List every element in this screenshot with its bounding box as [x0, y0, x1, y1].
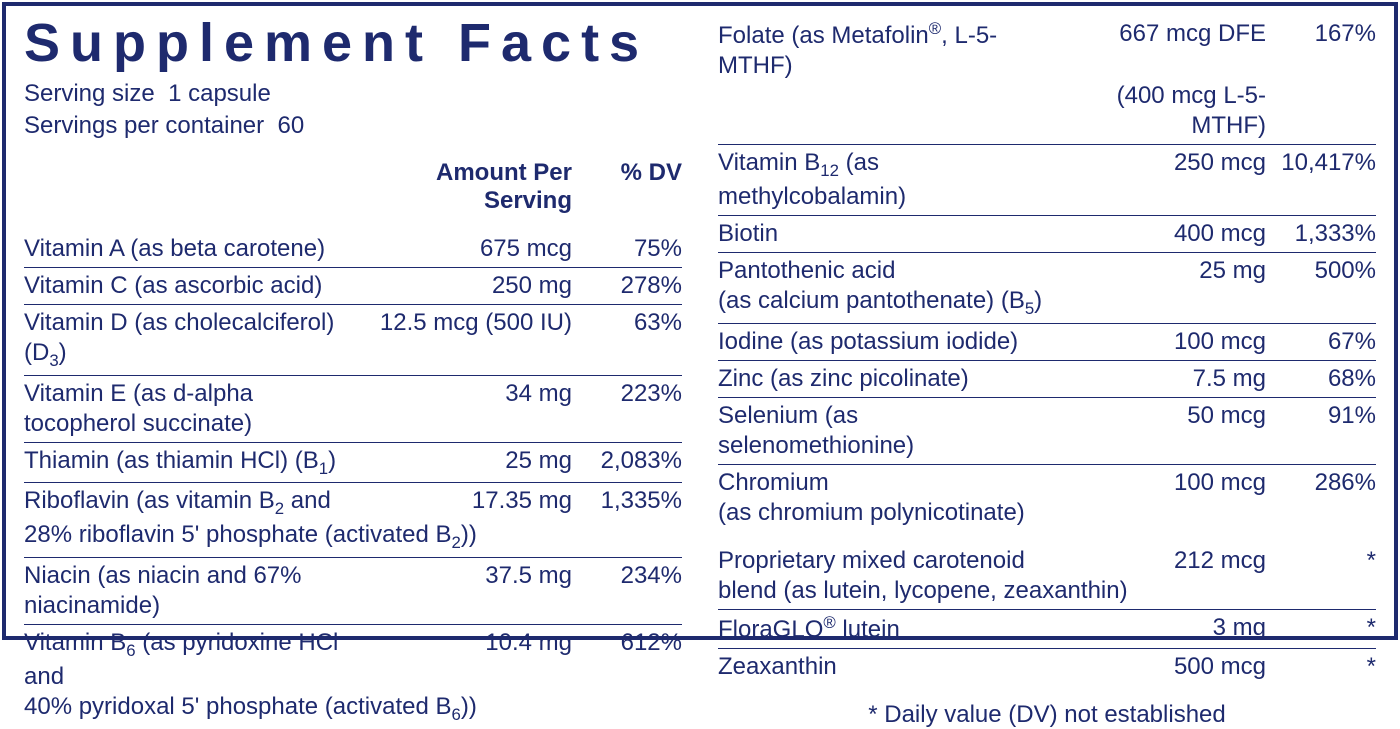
nutrient-amount: 37.5 mg: [372, 561, 572, 591]
nutrient-amount: 3 mg: [1066, 613, 1266, 643]
nutrient-name: Biotin: [718, 219, 1066, 249]
serving-size-label: Serving size: [24, 80, 155, 107]
nutrient-row: Zeaxanthin500 mcg*: [718, 648, 1376, 685]
nutrient-row: Vitamin B12 (as methylcobalamin)250 mcg1…: [718, 144, 1376, 215]
nutrient-name: Thiamin (as thiamin HCl) (B1): [24, 446, 372, 480]
nutrient-dv: 286%: [1266, 468, 1376, 498]
nutrient-dv: 68%: [1266, 364, 1376, 394]
nutrient-row: Pantothenic acid25 mg500%(as calcium pan…: [718, 252, 1376, 323]
nutrient-amount: 250 mg: [372, 271, 572, 301]
nutrient-amount-note: (400 mcg L-5-MTHF): [718, 81, 1376, 141]
nutrient-row: Vitamin A (as beta carotene)675 mcg75%: [24, 231, 682, 267]
nutrient-name: Iodine (as potassium iodide): [718, 327, 1066, 357]
nutrient-name-cont: (as chromium polynicotinate): [718, 498, 1376, 528]
header-amount: Amount Per Serving: [342, 159, 572, 215]
nutrient-dv: 10,417%: [1266, 148, 1376, 178]
nutrient-dv: 1,335%: [572, 486, 682, 516]
nutrient-row: Thiamin (as thiamin HCl) (B1)25 mg2,083%: [24, 442, 682, 483]
nutrient-row: Niacin (as niacin and 67% niacinamide)37…: [24, 557, 682, 624]
nutrient-amount: 500 mcg: [1066, 652, 1266, 682]
nutrient-name: Chromium: [718, 468, 1066, 498]
nutrient-list-left: Vitamin A (as beta carotene)675 mcg75%Vi…: [24, 231, 682, 729]
nutrient-amount: 34 mg: [372, 379, 572, 409]
nutrient-amount: 100 mcg: [1066, 327, 1266, 357]
nutrient-row: Chromium100 mcg286%(as chromium polynico…: [718, 464, 1376, 531]
nutrient-dv: 63%: [572, 308, 682, 338]
nutrient-row: Zinc (as zinc picolinate)7.5 mg68%: [718, 360, 1376, 397]
nutrient-name: Vitamin B6 (as pyridoxine HCl and: [24, 628, 372, 692]
nutrient-amount: 675 mcg: [372, 234, 572, 264]
servings-label: Servings per container: [24, 112, 264, 139]
nutrient-dv: 91%: [1266, 401, 1376, 431]
nutrient-row: Vitamin C (as ascorbic acid)250 mg278%: [24, 267, 682, 304]
nutrient-dv: 75%: [572, 234, 682, 264]
nutrient-list-right-bottom: Proprietary mixed carotenoid212 mcg*blen…: [718, 543, 1376, 685]
column-headers: Amount Per Serving % DV: [24, 157, 682, 219]
nutrient-dv: 2,083%: [572, 446, 682, 476]
nutrient-row: Vitamin D (as cholecalciferol)(D3)12.5 m…: [24, 304, 682, 375]
nutrient-name: Selenium (as selenomethionine): [718, 401, 1066, 461]
nutrient-row: Vitamin E (as d-alpha tocopherol succina…: [24, 375, 682, 442]
nutrient-row: Selenium (as selenomethionine)50 mcg91%: [718, 397, 1376, 464]
serving-size: Serving size 1 capsule: [24, 78, 682, 110]
right-column: Folate (as Metafolin®, L-5-MTHF)667 mcg …: [700, 6, 1394, 636]
left-column: Supplement Facts Serving size 1 capsule …: [6, 6, 700, 636]
supplement-facts-panel: Supplement Facts Serving size 1 capsule …: [2, 2, 1398, 640]
nutrient-row: Iodine (as potassium iodide)100 mcg67%: [718, 323, 1376, 360]
nutrient-dv: 500%: [1266, 256, 1376, 286]
nutrient-name: Vitamin D (as cholecalciferol)(D3): [24, 308, 372, 372]
servings-value: 60: [277, 112, 304, 139]
nutrient-dv: 223%: [572, 379, 682, 409]
nutrient-dv: 234%: [572, 561, 682, 591]
nutrient-name-cont: (as calcium pantothenate) (B5): [718, 286, 1376, 320]
nutrient-name: Pantothenic acid: [718, 256, 1066, 286]
servings-per-container: Servings per container 60: [24, 110, 682, 142]
nutrient-name: Niacin (as niacin and 67% niacinamide): [24, 561, 372, 621]
nutrient-name: Vitamin B12 (as methylcobalamin): [718, 148, 1066, 212]
nutrient-name: Zeaxanthin: [718, 652, 1066, 682]
nutrient-dv: *: [1266, 613, 1376, 643]
nutrient-dv: *: [1266, 652, 1376, 682]
nutrient-amount: 250 mcg: [1066, 148, 1266, 178]
nutrient-dv: 1,333%: [1266, 219, 1376, 249]
header-dv: % DV: [572, 159, 682, 215]
nutrient-amount: 212 mcg: [1066, 546, 1266, 576]
nutrient-name: Zinc (as zinc picolinate): [718, 364, 1066, 394]
nutrient-amount: 17.35 mg: [372, 486, 572, 516]
nutrient-amount: 7.5 mg: [1066, 364, 1266, 394]
nutrient-name: Vitamin E (as d-alpha tocopherol succina…: [24, 379, 372, 439]
nutrient-name: Riboflavin (as vitamin B2 and: [24, 486, 372, 520]
nutrient-amount: 100 mcg: [1066, 468, 1266, 498]
nutrient-name-cont: 28% riboflavin 5' phosphate (activated B…: [24, 520, 682, 554]
nutrient-name: Proprietary mixed carotenoid: [718, 546, 1066, 576]
nutrient-name: Vitamin C (as ascorbic acid): [24, 271, 372, 301]
nutrient-row: FloraGLO® lutein3 mg*: [718, 609, 1376, 648]
dv-footnote: * Daily value (DV) not established: [718, 697, 1376, 729]
nutrient-amount: 25 mg: [372, 446, 572, 476]
nutrient-amount: 25 mg: [1066, 256, 1266, 286]
nutrient-name: Folate (as Metafolin®, L-5-MTHF): [718, 19, 1066, 81]
serving-size-value: 1 capsule: [168, 80, 271, 107]
nutrient-row: Proprietary mixed carotenoid212 mcg*blen…: [718, 543, 1376, 609]
nutrient-amount: 12.5 mcg (500 IU): [372, 308, 572, 338]
nutrient-row: Vitamin B6 (as pyridoxine HCl and10.4 mg…: [24, 624, 682, 729]
nutrient-dv: *: [1266, 546, 1376, 576]
nutrient-amount: 667 mcg DFE: [1066, 19, 1266, 49]
nutrient-list-right-top: Folate (as Metafolin®, L-5-MTHF)667 mcg …: [718, 16, 1376, 531]
nutrient-row: Riboflavin (as vitamin B2 and17.35 mg1,3…: [24, 482, 682, 557]
nutrient-dv: 67%: [1266, 327, 1376, 357]
nutrient-amount: 400 mcg: [1066, 219, 1266, 249]
nutrient-name: FloraGLO® lutein: [718, 613, 1066, 645]
nutrient-row: Biotin400 mcg1,333%: [718, 215, 1376, 252]
nutrient-name-cont: blend (as lutein, lycopene, zeaxanthin): [718, 576, 1376, 606]
panel-title: Supplement Facts: [24, 16, 682, 70]
nutrient-name-cont: 40% pyridoxal 5' phosphate (activated B6…: [24, 692, 682, 726]
nutrient-dv: 278%: [572, 271, 682, 301]
nutrient-amount: 50 mcg: [1066, 401, 1266, 431]
nutrient-dv: 167%: [1266, 19, 1376, 49]
nutrient-name: Vitamin A (as beta carotene): [24, 234, 372, 264]
nutrient-row: Folate (as Metafolin®, L-5-MTHF)667 mcg …: [718, 16, 1376, 144]
